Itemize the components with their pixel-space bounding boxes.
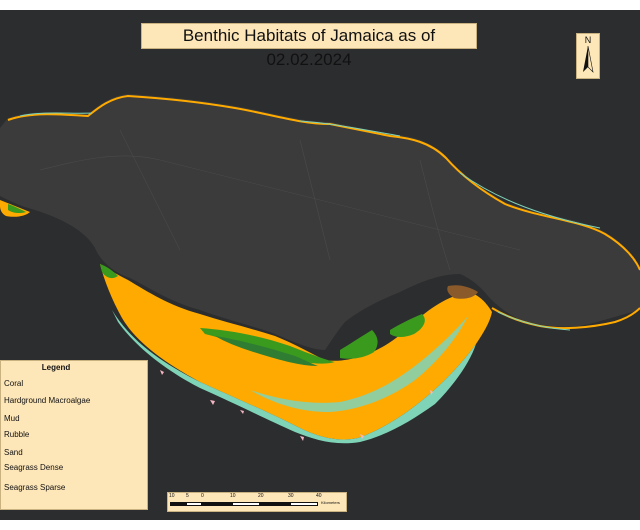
scale-tick-2: 0 xyxy=(201,493,204,499)
legend-item-seagrass-dense: Seagrass Dense xyxy=(4,463,64,472)
scale-segment-b xyxy=(186,502,202,506)
south-shelf-seagrass-mid xyxy=(250,316,468,412)
kingston-macroalgae xyxy=(390,314,425,337)
north-arrow-icon xyxy=(583,45,594,73)
scale-segment-a xyxy=(170,502,186,506)
south-shelf-macroalgae xyxy=(200,328,335,364)
map-title: Benthic Habitats of Jamaica as of 02.02.… xyxy=(141,23,477,69)
legend-item-rubble: Rubble xyxy=(4,430,30,439)
scale-segment-d xyxy=(232,502,260,506)
south-shelf-seagrass-sparse xyxy=(112,310,476,444)
north-label: N xyxy=(584,35,592,45)
scale-tick-0: 10 xyxy=(169,493,175,499)
scale-tick-1: 5 xyxy=(186,493,189,499)
land-roads xyxy=(39,129,521,271)
scale-tick-5: 30 xyxy=(288,493,294,499)
north-coast-seagrass xyxy=(19,112,601,229)
legend-item-coral: Coral xyxy=(4,379,24,388)
north-coast-reef xyxy=(7,94,640,271)
kingston-mud xyxy=(447,285,478,299)
west-coast-macroalgae xyxy=(8,204,26,214)
scale-segment-f xyxy=(290,502,318,506)
portland-bight-macroalgae xyxy=(340,330,378,359)
scale-tick-3: 10 xyxy=(230,493,236,499)
east-coast-seagrass xyxy=(497,311,571,331)
south-shelf-seagrass-dense xyxy=(215,336,318,366)
scale-bar: 10 5 0 10 20 30 40 Kilometers xyxy=(167,492,347,512)
legend-item-hardground-macroalgae: Hardground Macroalgae xyxy=(4,396,91,405)
map-svg xyxy=(0,94,640,444)
legend-item-sand: Sand xyxy=(4,448,23,457)
jamaica-land xyxy=(0,94,640,350)
legend-panel: Legend Coral Hardground Macroalgae Mud R… xyxy=(0,360,148,510)
scale-segment-e xyxy=(260,502,290,506)
legend-title: Legend xyxy=(41,363,71,372)
legend-item-mud: Mud xyxy=(4,414,20,423)
west-south-macroalgae xyxy=(100,264,118,279)
scale-tick-6: 40 xyxy=(316,493,322,499)
scale-unit: Kilometers xyxy=(321,500,340,505)
legend-item-seagrass-sparse: Seagrass Sparse xyxy=(4,483,66,492)
north-arrow: N xyxy=(576,33,600,79)
scale-tick-4: 20 xyxy=(258,493,264,499)
scale-segment-c xyxy=(202,502,232,506)
